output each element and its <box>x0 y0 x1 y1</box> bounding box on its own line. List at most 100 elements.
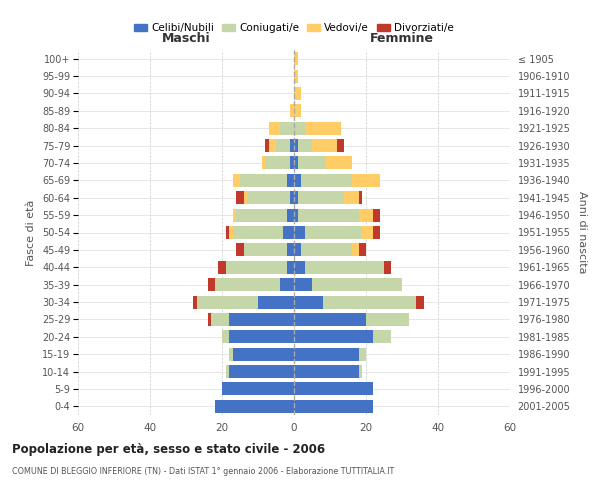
Bar <box>236 244 244 256</box>
Bar <box>294 244 301 256</box>
Bar <box>240 174 287 187</box>
Bar <box>262 156 265 170</box>
Bar <box>265 139 269 152</box>
Bar <box>233 226 283 239</box>
Bar <box>197 296 258 308</box>
Bar <box>294 313 366 326</box>
Bar <box>359 348 366 360</box>
Bar <box>215 400 294 413</box>
Bar <box>362 226 373 239</box>
Bar <box>294 52 298 65</box>
Bar <box>294 139 298 152</box>
Bar <box>276 139 290 152</box>
Bar <box>290 139 294 152</box>
Bar <box>298 191 344 204</box>
Bar <box>344 191 359 204</box>
Bar <box>294 278 312 291</box>
Bar <box>218 260 226 274</box>
Bar <box>312 139 337 152</box>
Y-axis label: Anni di nascita: Anni di nascita <box>577 191 587 274</box>
Bar <box>359 208 373 222</box>
Bar <box>366 313 409 326</box>
Bar <box>269 139 276 152</box>
Bar <box>294 400 373 413</box>
Text: COMUNE DI BLEGGIO INFERIORE (TN) - Dati ISTAT 1° gennaio 2006 - Elaborazione TUT: COMUNE DI BLEGGIO INFERIORE (TN) - Dati … <box>12 468 394 476</box>
Bar <box>373 226 380 239</box>
Bar <box>193 296 197 308</box>
Bar <box>229 330 294 344</box>
Bar <box>294 122 305 134</box>
Bar <box>294 174 301 187</box>
Bar <box>359 191 362 204</box>
Bar <box>236 208 287 222</box>
Bar <box>294 104 301 118</box>
Bar <box>359 365 362 378</box>
Bar <box>337 139 344 152</box>
Bar <box>287 260 294 274</box>
Bar <box>215 278 280 291</box>
Bar <box>233 174 240 187</box>
Bar <box>208 313 211 326</box>
Bar <box>290 104 294 118</box>
Bar <box>298 156 326 170</box>
Bar <box>294 156 298 170</box>
Bar <box>283 226 294 239</box>
Bar <box>287 208 294 222</box>
Bar <box>294 260 305 274</box>
Bar <box>312 278 402 291</box>
Bar <box>352 174 380 187</box>
Bar <box>323 296 416 308</box>
Bar <box>305 260 384 274</box>
Bar <box>269 122 280 134</box>
Text: Femmine: Femmine <box>370 32 434 45</box>
Text: Popolazione per età, sesso e stato civile - 2006: Popolazione per età, sesso e stato civil… <box>12 442 325 456</box>
Bar <box>229 313 294 326</box>
Bar <box>280 278 294 291</box>
Bar <box>373 208 380 222</box>
Bar <box>301 244 352 256</box>
Bar <box>294 191 298 204</box>
Bar <box>294 365 359 378</box>
Bar <box>226 226 229 239</box>
Bar <box>305 122 341 134</box>
Bar <box>290 156 294 170</box>
Bar <box>233 208 236 222</box>
Bar <box>229 226 233 239</box>
Bar <box>326 156 352 170</box>
Bar <box>222 382 294 396</box>
Bar <box>294 226 305 239</box>
Bar <box>208 278 215 291</box>
Bar <box>247 191 290 204</box>
Bar <box>287 244 294 256</box>
Bar <box>305 226 362 239</box>
Bar <box>294 330 373 344</box>
Bar <box>359 244 366 256</box>
Bar <box>298 208 359 222</box>
Bar <box>258 296 294 308</box>
Bar <box>294 296 323 308</box>
Bar <box>226 365 229 378</box>
Bar <box>265 156 290 170</box>
Bar <box>222 330 229 344</box>
Bar <box>294 208 298 222</box>
Bar <box>373 330 391 344</box>
Bar <box>384 260 391 274</box>
Bar <box>211 313 229 326</box>
Bar <box>233 348 294 360</box>
Bar <box>244 244 287 256</box>
Bar <box>416 296 424 308</box>
Bar <box>244 191 247 204</box>
Bar <box>290 191 294 204</box>
Bar <box>226 260 287 274</box>
Bar <box>298 139 312 152</box>
Bar <box>352 244 359 256</box>
Bar <box>301 174 352 187</box>
Bar <box>229 365 294 378</box>
Text: Maschi: Maschi <box>161 32 211 45</box>
Bar <box>229 348 233 360</box>
Legend: Celibi/Nubili, Coniugati/e, Vedovi/e, Divorziati/e: Celibi/Nubili, Coniugati/e, Vedovi/e, Di… <box>130 18 458 37</box>
Bar <box>294 382 373 396</box>
Bar <box>294 70 298 82</box>
Bar <box>280 122 294 134</box>
Bar <box>236 191 244 204</box>
